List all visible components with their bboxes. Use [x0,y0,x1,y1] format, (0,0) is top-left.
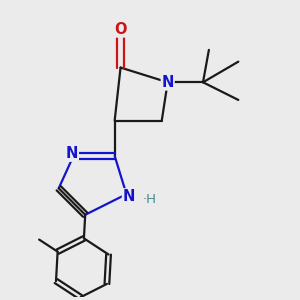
Text: N: N [123,189,135,204]
Text: O: O [114,22,127,37]
Text: N: N [161,75,174,90]
Text: ·H: ·H [142,193,157,206]
Text: N: N [66,146,78,161]
